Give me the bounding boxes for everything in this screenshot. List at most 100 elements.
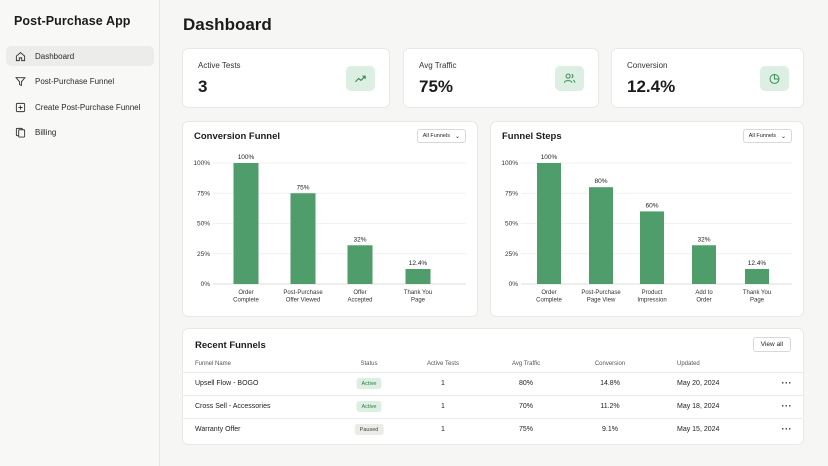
x-tick-label-line: Order bbox=[238, 290, 253, 296]
x-tick-label-line: Complete bbox=[536, 298, 562, 304]
stat-label: Active Tests bbox=[198, 61, 241, 70]
stat-value: 75% bbox=[419, 77, 454, 96]
y-tick-label: 50% bbox=[505, 221, 518, 228]
column-header-avg-traffic: Avg Traffic bbox=[511, 361, 541, 367]
y-tick-label: 100% bbox=[501, 160, 518, 167]
sidebar-item-label: Billing bbox=[35, 128, 57, 137]
bar bbox=[589, 187, 613, 284]
updated-date: May 15, 2024 bbox=[677, 426, 720, 433]
data-label: 100% bbox=[541, 154, 558, 161]
data-label: 100% bbox=[238, 154, 255, 161]
x-tick-label-line: Order bbox=[541, 290, 556, 296]
x-tick-label: Post-Purchase Page View bbox=[581, 290, 621, 304]
x-tick-label-line: Page View bbox=[587, 298, 616, 304]
table-row[interactable]: Cross Sell - Accessories Active 1 70% 11… bbox=[183, 395, 804, 418]
avg-traffic-value: 80% bbox=[518, 380, 534, 387]
chevron-down-icon: ⌄ bbox=[454, 133, 460, 140]
x-tick-label-line: Offer Viewed bbox=[286, 298, 320, 304]
funnel-name: Cross Sell - Accessories bbox=[195, 403, 271, 410]
sidebar-item-billing[interactable]: Billing bbox=[6, 123, 154, 143]
home-icon bbox=[14, 50, 26, 62]
bar bbox=[692, 245, 716, 284]
conversion-value: 14.8% bbox=[600, 380, 620, 387]
stat-card-conversion: Conversion 12.4% bbox=[611, 48, 804, 108]
sidebar-nav: Dashboard Post-Purchase Funnel Create Po… bbox=[6, 46, 154, 148]
x-tick-label-line: Impression bbox=[637, 298, 666, 304]
x-tick-label-line: Thank You bbox=[404, 290, 432, 296]
funnel-filter-dropdown[interactable]: All Funnels ⌄ bbox=[416, 129, 466, 143]
x-tick-label-line: Product bbox=[642, 290, 663, 296]
funnel-filter-dropdown[interactable]: All Funnels ⌄ bbox=[742, 129, 792, 143]
page-title: Dashboard bbox=[183, 15, 272, 34]
x-tick-label-line: Accepted bbox=[347, 298, 372, 304]
column-header-active-tests: Active Tests bbox=[427, 361, 459, 367]
sidebar-item-create-post-purchase-funnel[interactable]: Create Post-Purchase Funnel bbox=[6, 97, 154, 117]
sidebar: Post-Purchase App Dashboard Post-Purchas… bbox=[0, 0, 160, 466]
y-tick-label: 50% bbox=[197, 221, 210, 228]
funnel-steps-chart: 100% 75% 50% 25% 0% 100% Order Complete 80% Post-… bbox=[501, 154, 792, 304]
x-tick-label: Post-Purchase Offer Viewed bbox=[283, 290, 323, 304]
data-label: 60% bbox=[645, 202, 658, 209]
active-tests-value: 1 bbox=[441, 426, 445, 433]
recent-funnels-title: Recent Funnels bbox=[195, 340, 266, 351]
x-tick-label-line: Post-Purchase bbox=[581, 290, 621, 296]
plus-square-icon bbox=[14, 101, 26, 113]
column-header-conversion: Conversion bbox=[594, 361, 626, 367]
conversion-funnel-chart: 100% 75% 50% 25% 0% 100% Order Complete 75% Post-… bbox=[193, 154, 466, 304]
bar bbox=[537, 163, 561, 284]
stat-card-active-tests: Active Tests 3 bbox=[182, 48, 390, 108]
x-tick-label-line: Add to bbox=[695, 290, 713, 296]
sidebar-item-label: Create Post-Purchase Funnel bbox=[35, 102, 141, 112]
more-options-icon[interactable]: ··· bbox=[781, 424, 792, 434]
x-tick-label-line: Post-Purchase bbox=[283, 290, 323, 296]
documents-icon bbox=[14, 127, 26, 139]
bar bbox=[233, 163, 259, 284]
stat-label: Avg Traffic bbox=[419, 61, 457, 70]
sidebar-item-post-purchase-funnel[interactable]: Post-Purchase Funnel bbox=[6, 72, 154, 92]
dropdown-value: All Funnels bbox=[748, 133, 776, 139]
x-tick-label: Offer Accepted bbox=[347, 290, 372, 304]
column-header-funnel-name: Funnel Name bbox=[195, 361, 232, 367]
x-tick-label-line: Thank You bbox=[743, 290, 771, 296]
y-tick-label: 0% bbox=[509, 281, 519, 288]
y-tick-label: 75% bbox=[505, 190, 518, 197]
column-header-status: Status bbox=[360, 361, 378, 367]
data-label: 75% bbox=[296, 184, 309, 191]
chart-title: Funnel Steps bbox=[502, 131, 562, 142]
x-tick-label-line: Page bbox=[411, 298, 426, 304]
funnel-icon bbox=[14, 76, 26, 88]
conversion-funnel-card: 100% 75% 50% 25% 0% 100% Order Complete 75% Post-… bbox=[182, 121, 478, 317]
chevron-down-icon: ⌄ bbox=[780, 133, 786, 140]
pie-chart-icon bbox=[760, 66, 789, 91]
sidebar-item-dashboard[interactable]: Dashboard bbox=[6, 46, 154, 66]
x-tick-label: Product Impression bbox=[637, 290, 666, 304]
data-label: 80% bbox=[594, 178, 607, 185]
updated-date: May 20, 2024 bbox=[677, 380, 720, 387]
y-tick-label: 0% bbox=[201, 281, 211, 288]
conversion-value: 9.1% bbox=[602, 426, 618, 433]
x-tick-label: Add to Order bbox=[695, 290, 713, 304]
users-icon bbox=[555, 66, 584, 91]
chart-title: Conversion Funnel bbox=[194, 131, 281, 142]
bar bbox=[640, 211, 664, 284]
stat-value: 12.4% bbox=[627, 77, 676, 96]
data-label: 12.4% bbox=[409, 260, 428, 267]
recent-funnels-card: Recent Funnels View all Funnel Name Stat… bbox=[182, 328, 804, 445]
stat-value: 3 bbox=[198, 77, 208, 96]
more-options-icon[interactable]: ··· bbox=[781, 378, 792, 388]
app-title: Post-Purchase App bbox=[14, 14, 131, 28]
table-row[interactable]: Warranty Offer Paused 1 75% 9.1% May 15,… bbox=[183, 418, 804, 441]
funnel-name: Warranty Offer bbox=[195, 426, 241, 433]
bar bbox=[290, 193, 316, 284]
active-tests-value: 1 bbox=[441, 403, 445, 410]
data-label: 12.4% bbox=[748, 260, 767, 267]
more-options-icon[interactable]: ··· bbox=[781, 401, 792, 411]
x-tick-label: Order Complete bbox=[233, 290, 259, 304]
table-row[interactable]: Upsell Flow - BOGO Active 1 80% 14.8% Ma… bbox=[183, 372, 804, 395]
x-tick-label-line: Offer bbox=[353, 290, 366, 296]
updated-date: May 18, 2024 bbox=[677, 403, 720, 410]
data-label: 32% bbox=[353, 236, 366, 243]
view-all-button[interactable]: View all bbox=[752, 337, 791, 352]
y-tick-label: 25% bbox=[197, 251, 210, 258]
funnel-steps-card: 100% 75% 50% 25% 0% 100% Order Complete 80% Post-… bbox=[490, 121, 804, 317]
